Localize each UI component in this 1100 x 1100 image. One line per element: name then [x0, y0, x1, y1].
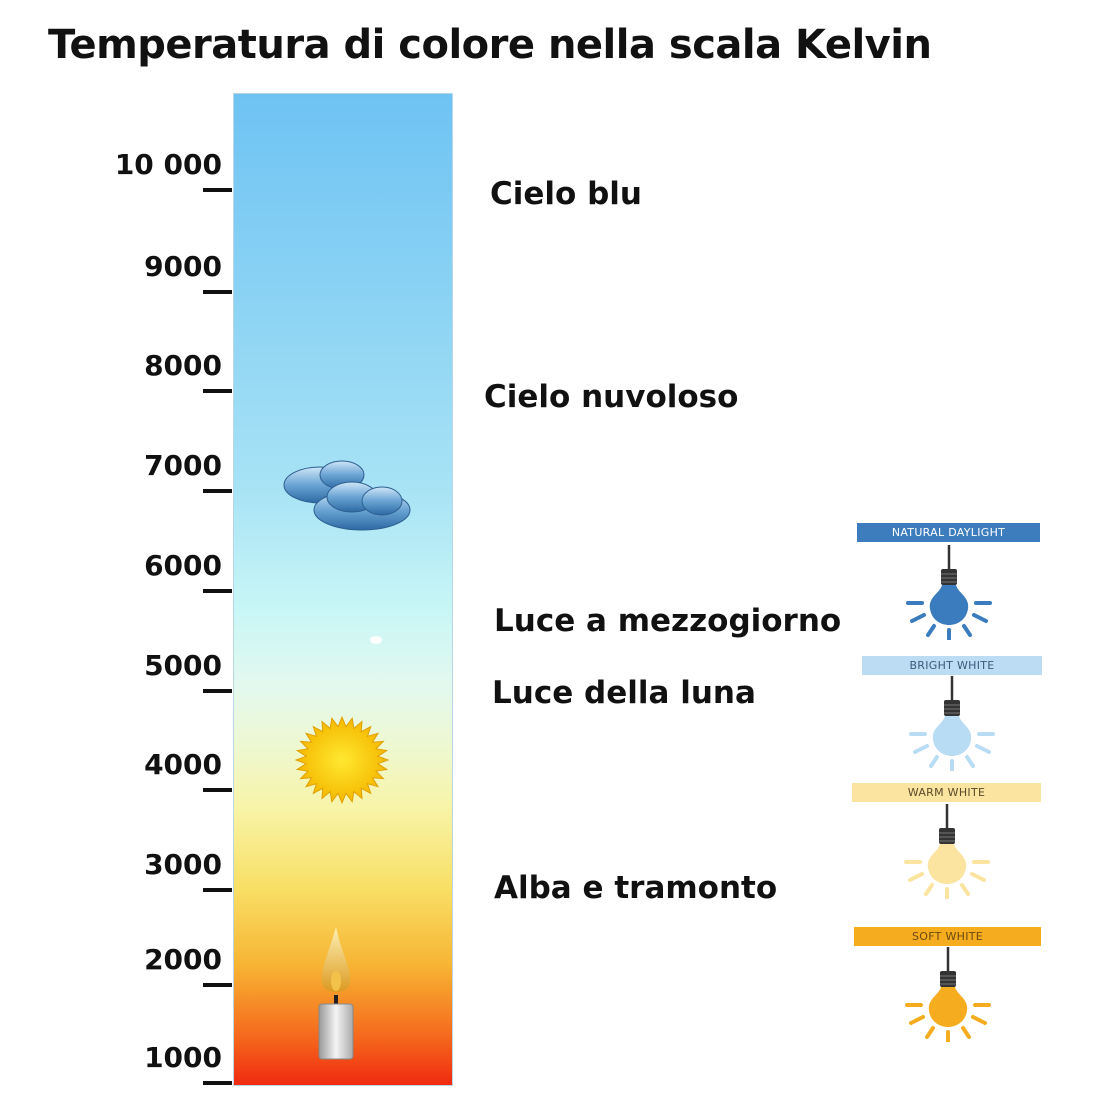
scale-tick [203, 389, 232, 393]
light-bulb-icon [905, 545, 992, 640]
scale-tick-label: 10 000 [114, 148, 222, 181]
candle-icon [318, 927, 354, 1060]
scale-tick [203, 290, 232, 294]
scale-tick [203, 489, 232, 493]
scale-tick-label: 4000 [144, 748, 222, 781]
light-bulb-icon [909, 676, 995, 771]
bulb-label: SOFT WHITE [854, 927, 1041, 946]
scale-tick-label: 6000 [144, 549, 222, 582]
scale-tick [203, 589, 232, 593]
scale-tick-label: 2000 [144, 943, 222, 976]
scale-tick-label: 5000 [144, 649, 222, 682]
light-source-label: Cielo nuvoloso [484, 379, 739, 415]
scale-tick [203, 1081, 232, 1085]
light-bulb-icon [903, 804, 990, 899]
page-title: Temperatura di colore nella scala Kelvin [48, 22, 932, 68]
scale-tick-label: 1000 [144, 1041, 222, 1074]
scale-tick [203, 788, 232, 792]
cloud-icon [283, 460, 411, 531]
light-source-label: Cielo blu [490, 176, 643, 212]
scale-tick [203, 188, 232, 192]
scale-tick-label: 3000 [144, 848, 222, 881]
light-source-label: Luce della luna [492, 675, 756, 711]
scale-tick-label: 7000 [144, 449, 222, 482]
scale-tick-label: 8000 [144, 349, 222, 382]
light-source-label: Luce a mezzogiorno [494, 603, 842, 639]
bulb-label: BRIGHT WHITE [862, 656, 1042, 675]
light-bulb-icon [904, 947, 991, 1042]
scale-tick [203, 888, 232, 892]
moon-dot [370, 636, 382, 644]
scale-tick [203, 689, 232, 693]
sun-icon [294, 715, 390, 805]
color-temperature-bar [233, 93, 453, 1086]
scale-tick [203, 983, 232, 987]
light-source-label: Alba e tramonto [494, 870, 778, 906]
bulb-label: NATURAL DAYLIGHT [857, 523, 1040, 542]
bulb-label: WARM WHITE [852, 783, 1041, 802]
scale-tick-label: 9000 [144, 250, 222, 283]
